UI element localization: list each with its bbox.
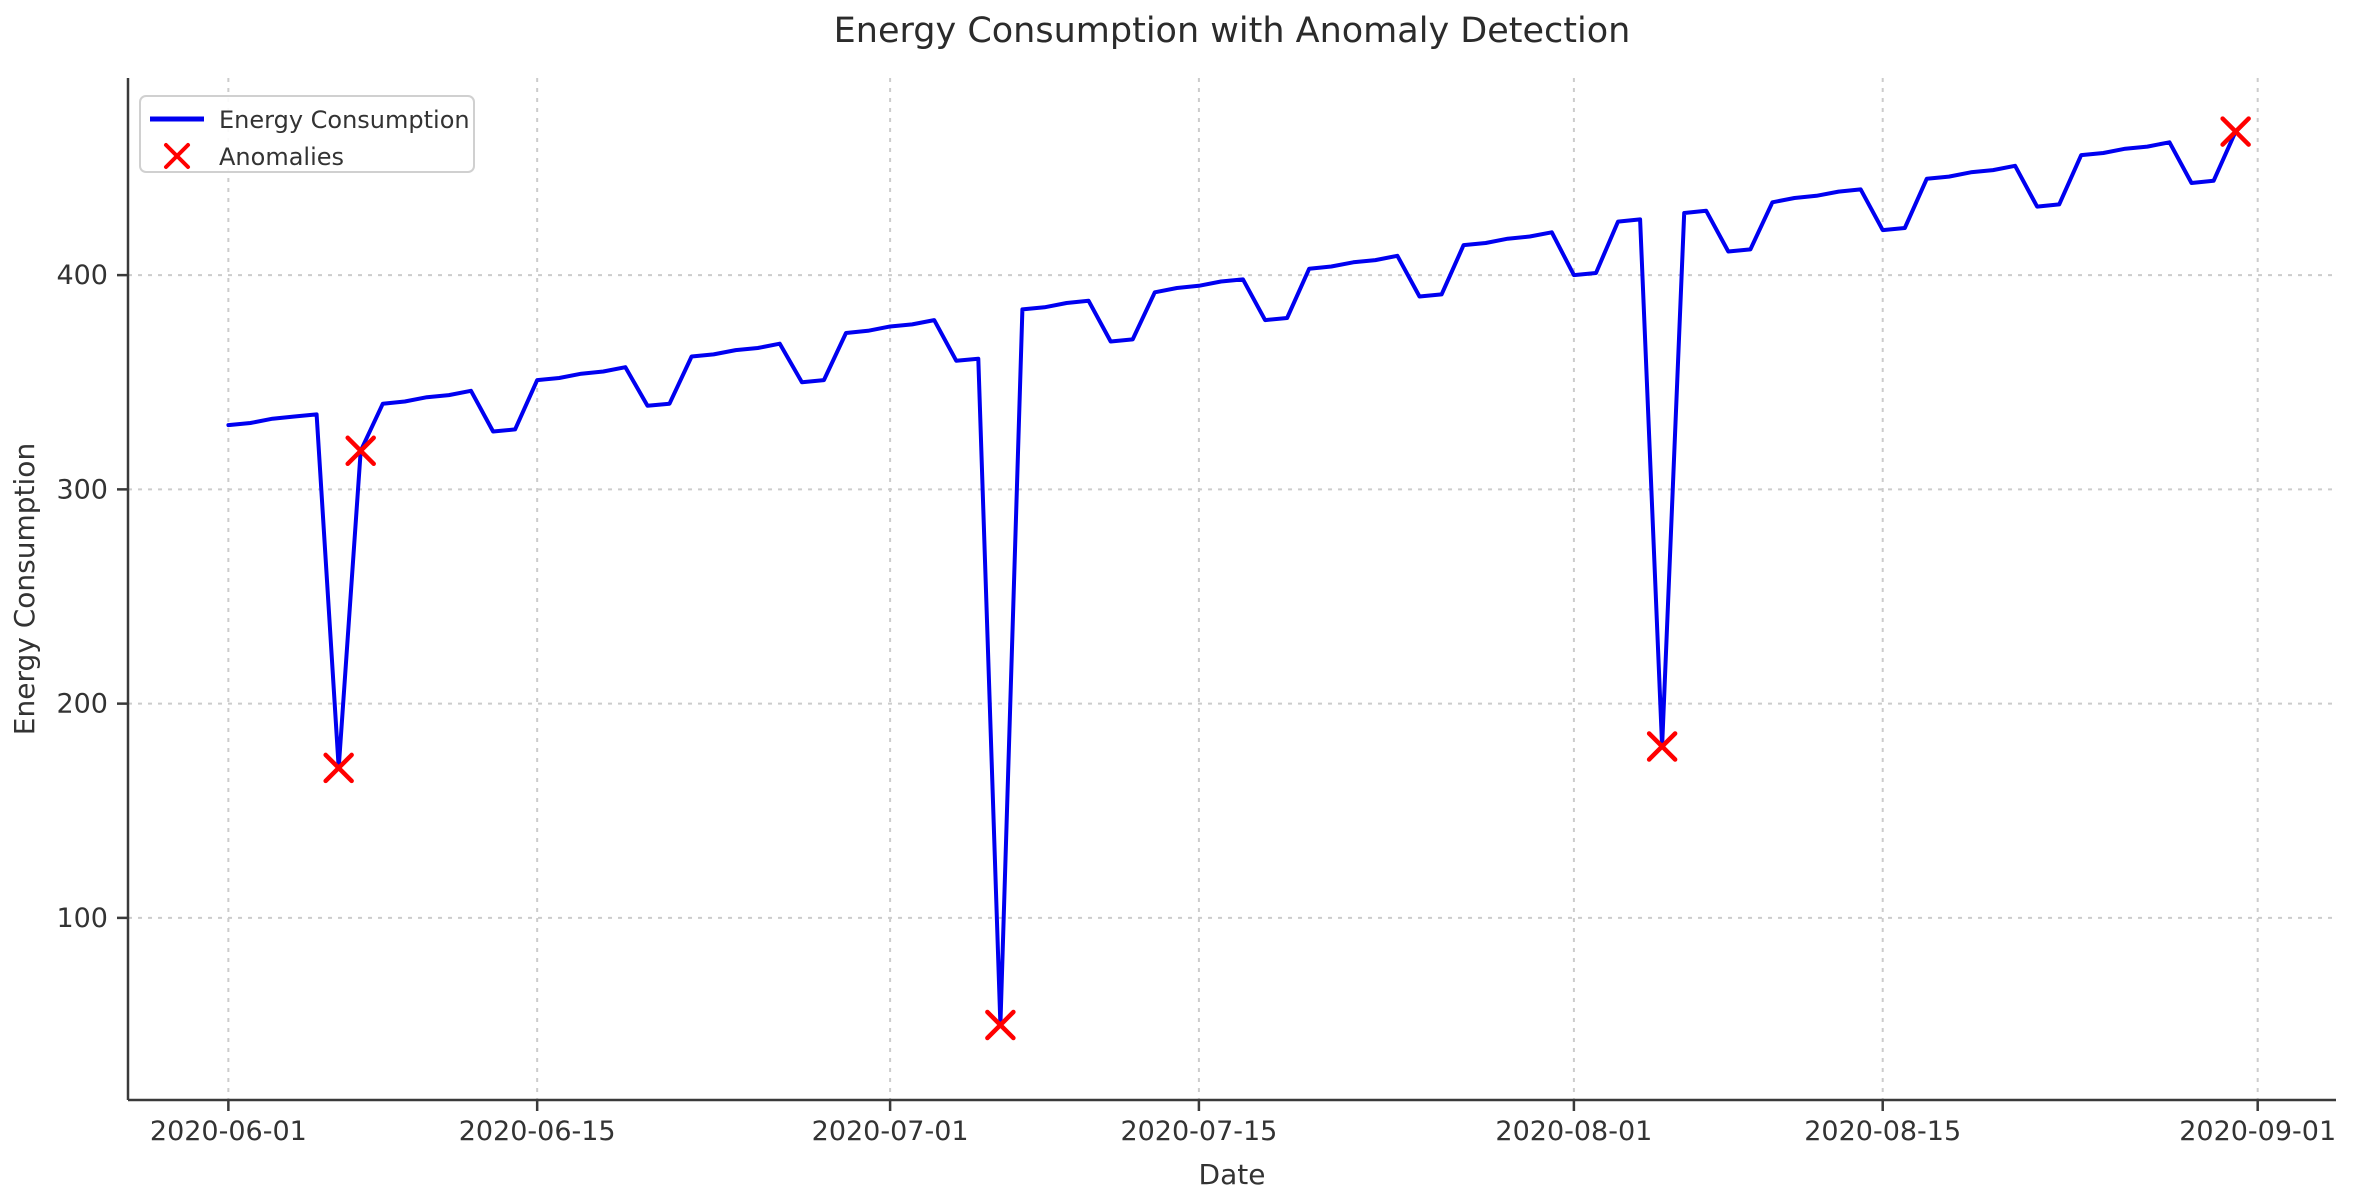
y-tick-label: 400 xyxy=(56,260,108,291)
plot-series xyxy=(226,116,2251,1041)
x-tick-label: 2020-07-01 xyxy=(812,1116,969,1147)
grid xyxy=(128,78,2336,1100)
anomaly-marker-stroke xyxy=(985,1009,1016,1041)
anomaly-marker-stroke xyxy=(323,752,354,784)
x-tick-label: 2020-07-15 xyxy=(1120,1116,1277,1147)
y-tick-label: 300 xyxy=(56,474,108,505)
legend-box xyxy=(139,95,475,173)
anomaly-marker xyxy=(2220,116,2251,147)
legend-label-energy-consumption: Energy Consumption xyxy=(219,106,470,134)
anomaly-marker-stroke xyxy=(1646,731,1678,762)
legend: Energy Consumption Anomalies xyxy=(139,95,475,173)
energy-consumption-line xyxy=(226,129,2238,1027)
legend-anomaly-x-icon xyxy=(164,143,190,169)
anomaly-marker-stroke xyxy=(345,435,376,467)
x-axis-label: Date xyxy=(1199,1158,1266,1191)
anomaly-marker-stroke xyxy=(2220,116,2251,147)
x-tick-label: 2020-06-01 xyxy=(150,1116,307,1147)
y-tick-label: 100 xyxy=(56,903,108,934)
axes: 2020-06-01 2020-06-15 2020-07-01 2020-07-15… xyxy=(56,78,2336,1147)
y-tick-label: 200 xyxy=(56,689,108,720)
anomaly-marker xyxy=(1646,731,1678,762)
anomaly-marker xyxy=(985,1009,1016,1041)
x-tick-label: 2020-08-01 xyxy=(1495,1116,1652,1147)
chart-title: Energy Consumption with Anomaly Detectio… xyxy=(834,11,1631,51)
x-tick-label: 2020-09-01 xyxy=(2179,1116,2336,1147)
anomaly-marker xyxy=(323,752,354,784)
x-tick-label: 2020-08-15 xyxy=(1804,1116,1961,1147)
y-axis-label: Energy Consumption xyxy=(8,443,41,735)
x-tick-label: 2020-06-15 xyxy=(459,1116,616,1147)
legend-anomaly-x xyxy=(164,143,190,169)
anomaly-marker xyxy=(345,435,376,467)
legend-anomaly-x-stroke xyxy=(164,143,190,169)
legend-label-anomalies: Anomalies xyxy=(219,143,344,171)
